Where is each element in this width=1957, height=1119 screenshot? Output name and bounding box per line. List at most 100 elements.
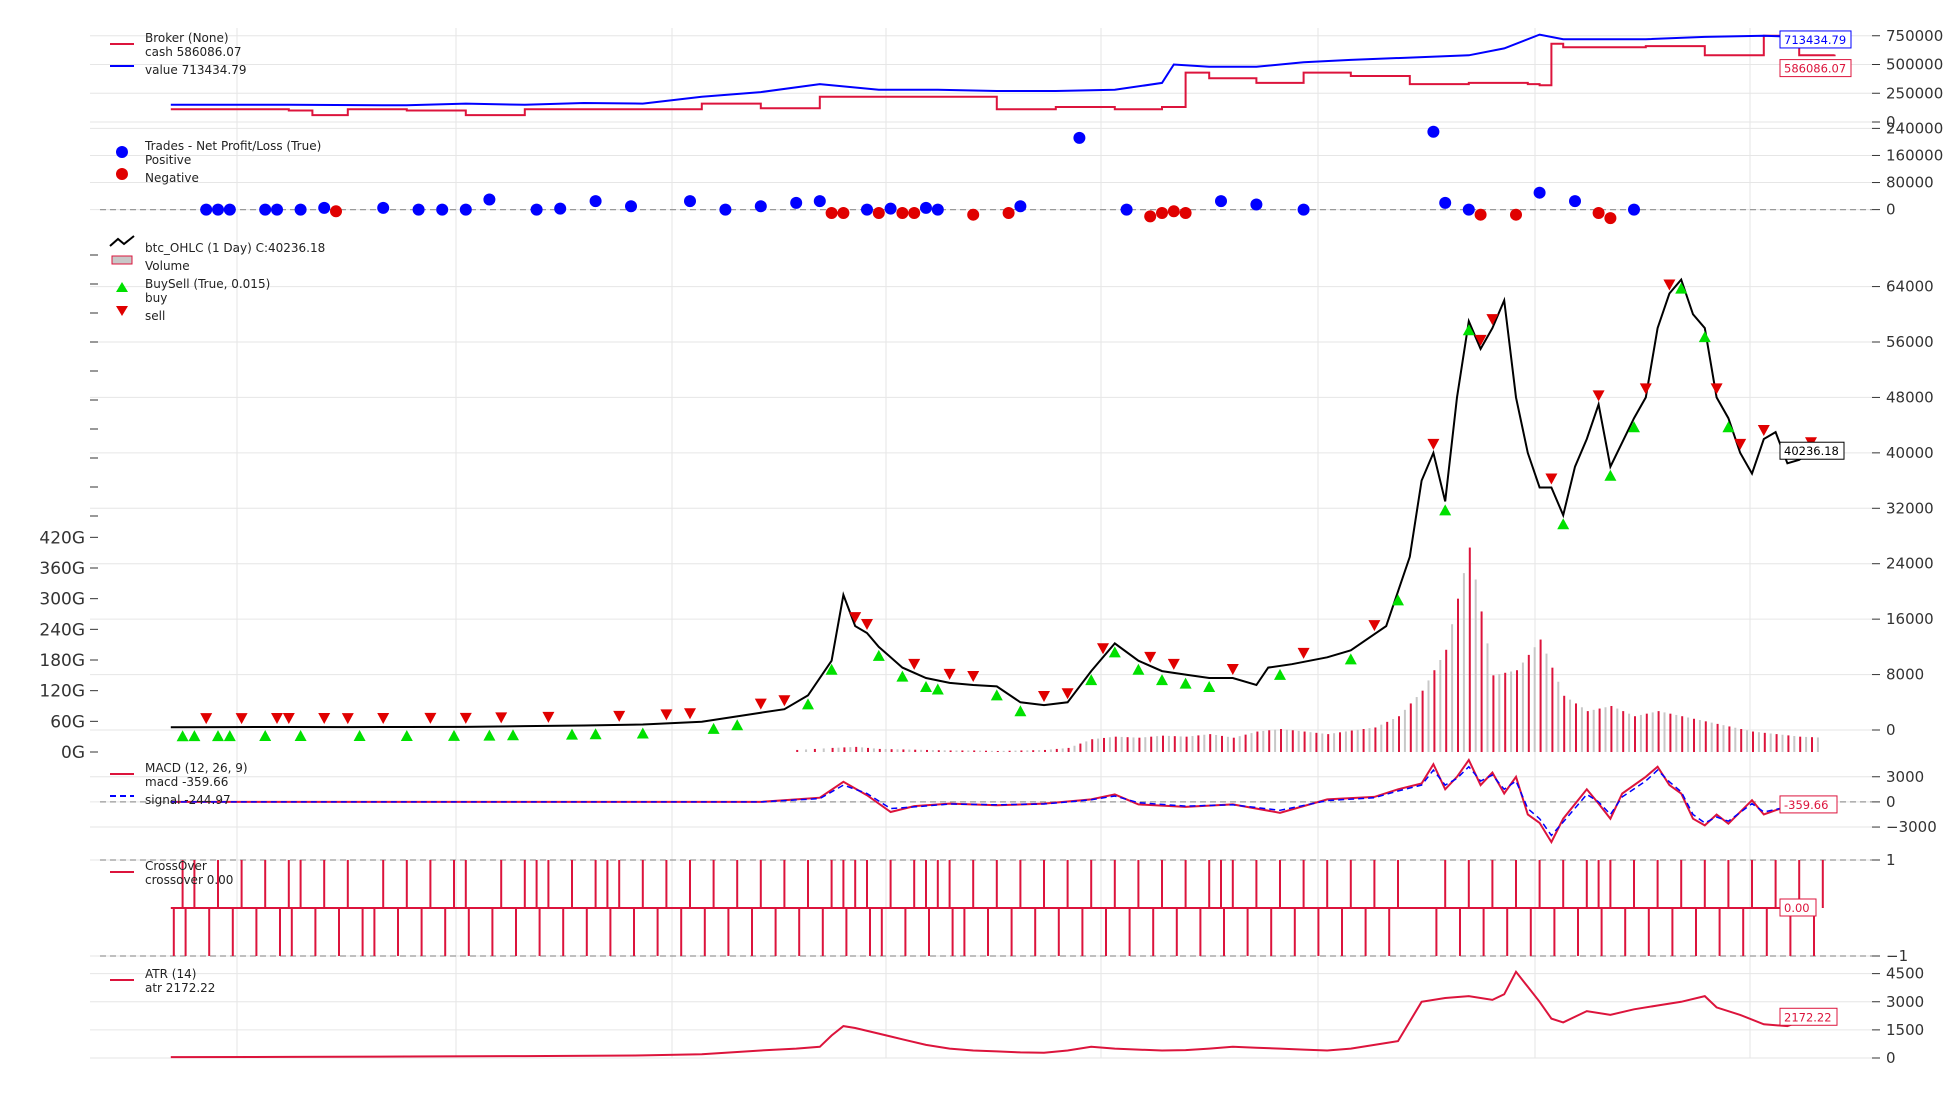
volume-bar [902, 749, 905, 752]
trade-positive-point [1297, 203, 1310, 216]
buy-marker [1085, 674, 1098, 686]
volume-bar [1226, 736, 1229, 752]
sell-marker [660, 709, 673, 721]
volume-bar [1097, 738, 1100, 752]
volume-bar [1634, 716, 1636, 752]
buy-marker [223, 730, 236, 742]
volume-bar [1693, 718, 1695, 752]
trade-positive-point [483, 193, 496, 206]
volume-bar [1020, 750, 1023, 752]
volume-bar [1008, 750, 1011, 752]
volume-bar [1285, 729, 1288, 752]
trade-positive-point [813, 195, 826, 208]
trade-positive-point [554, 202, 567, 215]
volume-bar [1085, 741, 1088, 752]
crossover-readout: 0.00 [1784, 901, 1810, 915]
volume-bar [1356, 729, 1359, 752]
y-tick-label: 3000 [1886, 768, 1924, 786]
trade-positive-point [1628, 203, 1640, 216]
volume-bar [1439, 660, 1442, 752]
sell-marker [1710, 383, 1723, 395]
sell-marker [459, 712, 472, 724]
volume-bar [1315, 732, 1318, 752]
trade-positive-point [223, 203, 236, 216]
legend-label: signal -244.97 [145, 793, 231, 807]
y-tick-label: 1 [1886, 851, 1896, 869]
sell-marker [1639, 383, 1652, 395]
y-tick-label: −3000 [1886, 818, 1937, 836]
buy-marker [636, 727, 649, 739]
buy-marker [1274, 668, 1286, 680]
volume-bar [1091, 739, 1094, 752]
volume-bar [1368, 728, 1371, 752]
trade-positive-point [530, 203, 543, 216]
volume-bar [943, 750, 946, 752]
volume-bar [1816, 737, 1819, 752]
volume-bar [1191, 736, 1194, 752]
volume-bar [1079, 743, 1082, 752]
volume-bar [855, 746, 858, 752]
trade-negative-point [896, 207, 909, 219]
volume-bar [1215, 735, 1218, 752]
volume-bar [1616, 708, 1619, 752]
volume-bar [1403, 709, 1406, 752]
volume-bar [1380, 724, 1383, 752]
legend-layer: Broker (None)cash 586086.07 value 713434.… [109, 31, 325, 995]
volume-bar [1580, 707, 1583, 752]
volume-bar [1793, 736, 1796, 752]
volume-bar [1516, 670, 1518, 752]
volume-bar [1327, 734, 1330, 752]
legend-label: sell [145, 309, 165, 323]
volume-tick-label: 420G [39, 528, 85, 548]
volume-bar [1103, 737, 1105, 752]
volume-bar [1805, 736, 1808, 752]
sell-marker [1297, 647, 1310, 659]
volume-bar [1392, 719, 1395, 752]
sell-marker [341, 713, 354, 725]
legend-label: buy [145, 291, 167, 305]
signal-line [170, 765, 1812, 837]
buy-marker [1179, 677, 1192, 689]
volume-bar [1291, 730, 1294, 752]
buy-marker [1722, 421, 1735, 433]
sell-marker [271, 713, 283, 725]
volume-bar [996, 750, 999, 752]
sell-marker [1757, 425, 1770, 436]
y-tick-label: 160000 [1886, 146, 1943, 164]
trade-positive-point [294, 203, 307, 216]
trade-positive-point [1427, 125, 1440, 138]
legend-title: MACD (12, 26, 9) [145, 761, 248, 775]
volume-bar [872, 748, 875, 752]
y-tick-label: 0 [1886, 793, 1896, 811]
close-readout-box [1779, 441, 1845, 460]
volume-bar [1268, 730, 1271, 752]
buy-marker [1132, 663, 1145, 675]
volume-bar [1527, 654, 1530, 752]
sell-marker [861, 619, 873, 630]
volume-bar [1038, 750, 1041, 752]
buy-marker [1392, 594, 1404, 606]
legend-swatch-ohlc [109, 235, 135, 247]
sell-marker [1486, 314, 1499, 326]
y-tick-label: 40000 [1886, 444, 1934, 462]
volume-bar [1669, 713, 1672, 752]
close-readout: 40236.18 [1784, 444, 1839, 458]
volume-bar [1781, 734, 1784, 752]
volume-bar [1280, 729, 1282, 752]
y-tick-label: 3000 [1886, 993, 1924, 1011]
value-readout: 713434.79 [1784, 33, 1846, 47]
volume-bar [1628, 713, 1631, 752]
volume-bar [1256, 731, 1259, 752]
trade-positive-point [884, 202, 897, 215]
y-tick-label: 4500 [1886, 965, 1924, 983]
y-tick-label: 0 [1886, 721, 1896, 739]
sell-marker [1038, 691, 1050, 703]
volume-bar [867, 747, 869, 752]
volume-bar [1309, 732, 1312, 752]
volume-bar [849, 747, 852, 752]
volume-bar [1344, 731, 1347, 752]
y-tick-label: 1500 [1886, 1021, 1924, 1039]
sell-marker [235, 713, 248, 725]
trade-negative-point [1156, 207, 1168, 219]
